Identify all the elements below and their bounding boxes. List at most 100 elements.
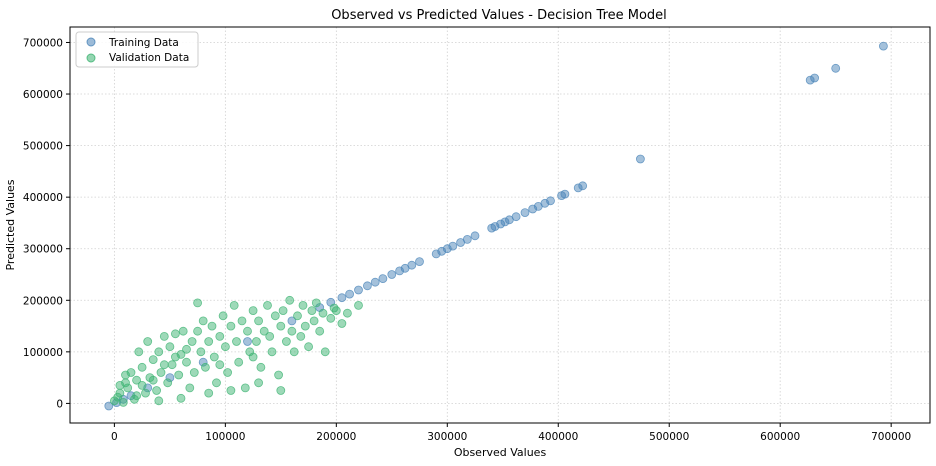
chart-title: Observed vs Predicted Values - Decision … — [331, 8, 667, 23]
y-tick-label: 500000 — [23, 141, 63, 153]
series-validation — [110, 295, 363, 407]
data-point — [289, 347, 299, 357]
data-point — [154, 396, 164, 406]
data-point — [285, 295, 295, 305]
data-point — [326, 313, 336, 323]
data-point — [118, 397, 128, 407]
data-point — [234, 357, 244, 367]
data-point — [243, 326, 252, 336]
y-axis-ticks: 0 100000 200000 300000 400000 500000 600000 700… — [23, 37, 70, 410]
data-point — [337, 293, 347, 303]
data-point — [636, 154, 645, 164]
legend-marker-training — [86, 37, 96, 47]
data-point — [182, 357, 191, 367]
series-training — [104, 41, 888, 411]
data-point — [287, 326, 297, 336]
data-point — [215, 331, 225, 341]
y-tick-label: 700000 — [23, 37, 63, 49]
data-point — [276, 321, 286, 331]
data-point — [278, 306, 288, 316]
data-point — [176, 393, 186, 403]
data-point — [237, 316, 247, 326]
y-tick-label: 200000 — [23, 295, 63, 307]
data-point — [287, 316, 297, 326]
legend-label-validation: Validation Data — [109, 52, 189, 64]
data-point — [193, 326, 203, 336]
y-tick-label: 400000 — [23, 192, 63, 204]
data-point — [274, 370, 284, 380]
data-point — [320, 347, 330, 357]
data-point — [265, 331, 275, 341]
data-point — [331, 306, 341, 316]
data-points — [104, 41, 888, 411]
x-axis-ticks: 0 100000 200000 300000 400000 500000 600000 700… — [111, 423, 911, 443]
data-point — [407, 260, 417, 270]
data-point — [229, 300, 239, 310]
data-point — [315, 326, 325, 336]
data-point — [204, 388, 214, 398]
x-tick-label: 0 — [111, 431, 118, 443]
x-tick-label: 700000 — [871, 431, 911, 443]
y-tick-label: 600000 — [23, 89, 63, 101]
data-point — [159, 331, 169, 341]
y-tick-label: 0 — [56, 398, 63, 410]
data-point — [270, 311, 280, 321]
data-point — [810, 73, 819, 83]
data-point — [207, 321, 217, 331]
data-point — [134, 347, 144, 357]
data-point — [185, 383, 195, 393]
data-point — [546, 196, 555, 206]
data-point — [831, 63, 841, 73]
data-point — [307, 306, 317, 316]
data-point — [362, 281, 372, 291]
data-point — [318, 308, 328, 318]
data-point — [378, 274, 388, 284]
data-point — [300, 321, 310, 331]
data-point — [342, 308, 352, 318]
data-point — [387, 270, 397, 279]
data-point — [209, 352, 219, 362]
data-point — [218, 311, 228, 321]
data-point — [141, 388, 150, 398]
data-point — [215, 360, 225, 370]
plot-area — [69, 26, 931, 424]
data-point — [309, 316, 319, 326]
data-point — [462, 234, 472, 244]
data-point — [143, 337, 153, 346]
data-point — [220, 342, 230, 352]
data-point — [226, 321, 236, 331]
x-axis-label: Observed Values — [454, 446, 547, 459]
data-point — [448, 241, 458, 251]
data-point — [204, 337, 214, 346]
data-point — [115, 388, 125, 398]
legend: Training Data Validation Data — [75, 31, 199, 68]
data-point — [132, 391, 142, 401]
data-point — [163, 378, 173, 388]
x-tick-label: 500000 — [649, 431, 689, 443]
data-point — [148, 375, 158, 385]
x-tick-label: 200000 — [316, 431, 356, 443]
data-point — [232, 337, 241, 346]
legend-box — [75, 31, 199, 68]
data-point — [354, 300, 363, 310]
data-point — [251, 337, 261, 346]
data-point — [196, 347, 206, 357]
data-point — [470, 231, 480, 241]
data-point — [223, 368, 233, 377]
x-tick-label: 400000 — [538, 431, 578, 443]
data-point — [212, 378, 221, 388]
data-point — [170, 352, 180, 362]
data-point — [293, 311, 302, 321]
data-point — [154, 347, 164, 357]
data-point — [189, 368, 199, 377]
data-point — [560, 189, 570, 199]
data-point — [182, 344, 191, 354]
data-point — [511, 212, 521, 222]
data-point — [267, 347, 277, 357]
data-point — [115, 380, 125, 390]
data-point — [200, 362, 210, 372]
data-point — [152, 386, 162, 395]
grid — [70, 27, 930, 423]
data-point — [256, 362, 266, 372]
